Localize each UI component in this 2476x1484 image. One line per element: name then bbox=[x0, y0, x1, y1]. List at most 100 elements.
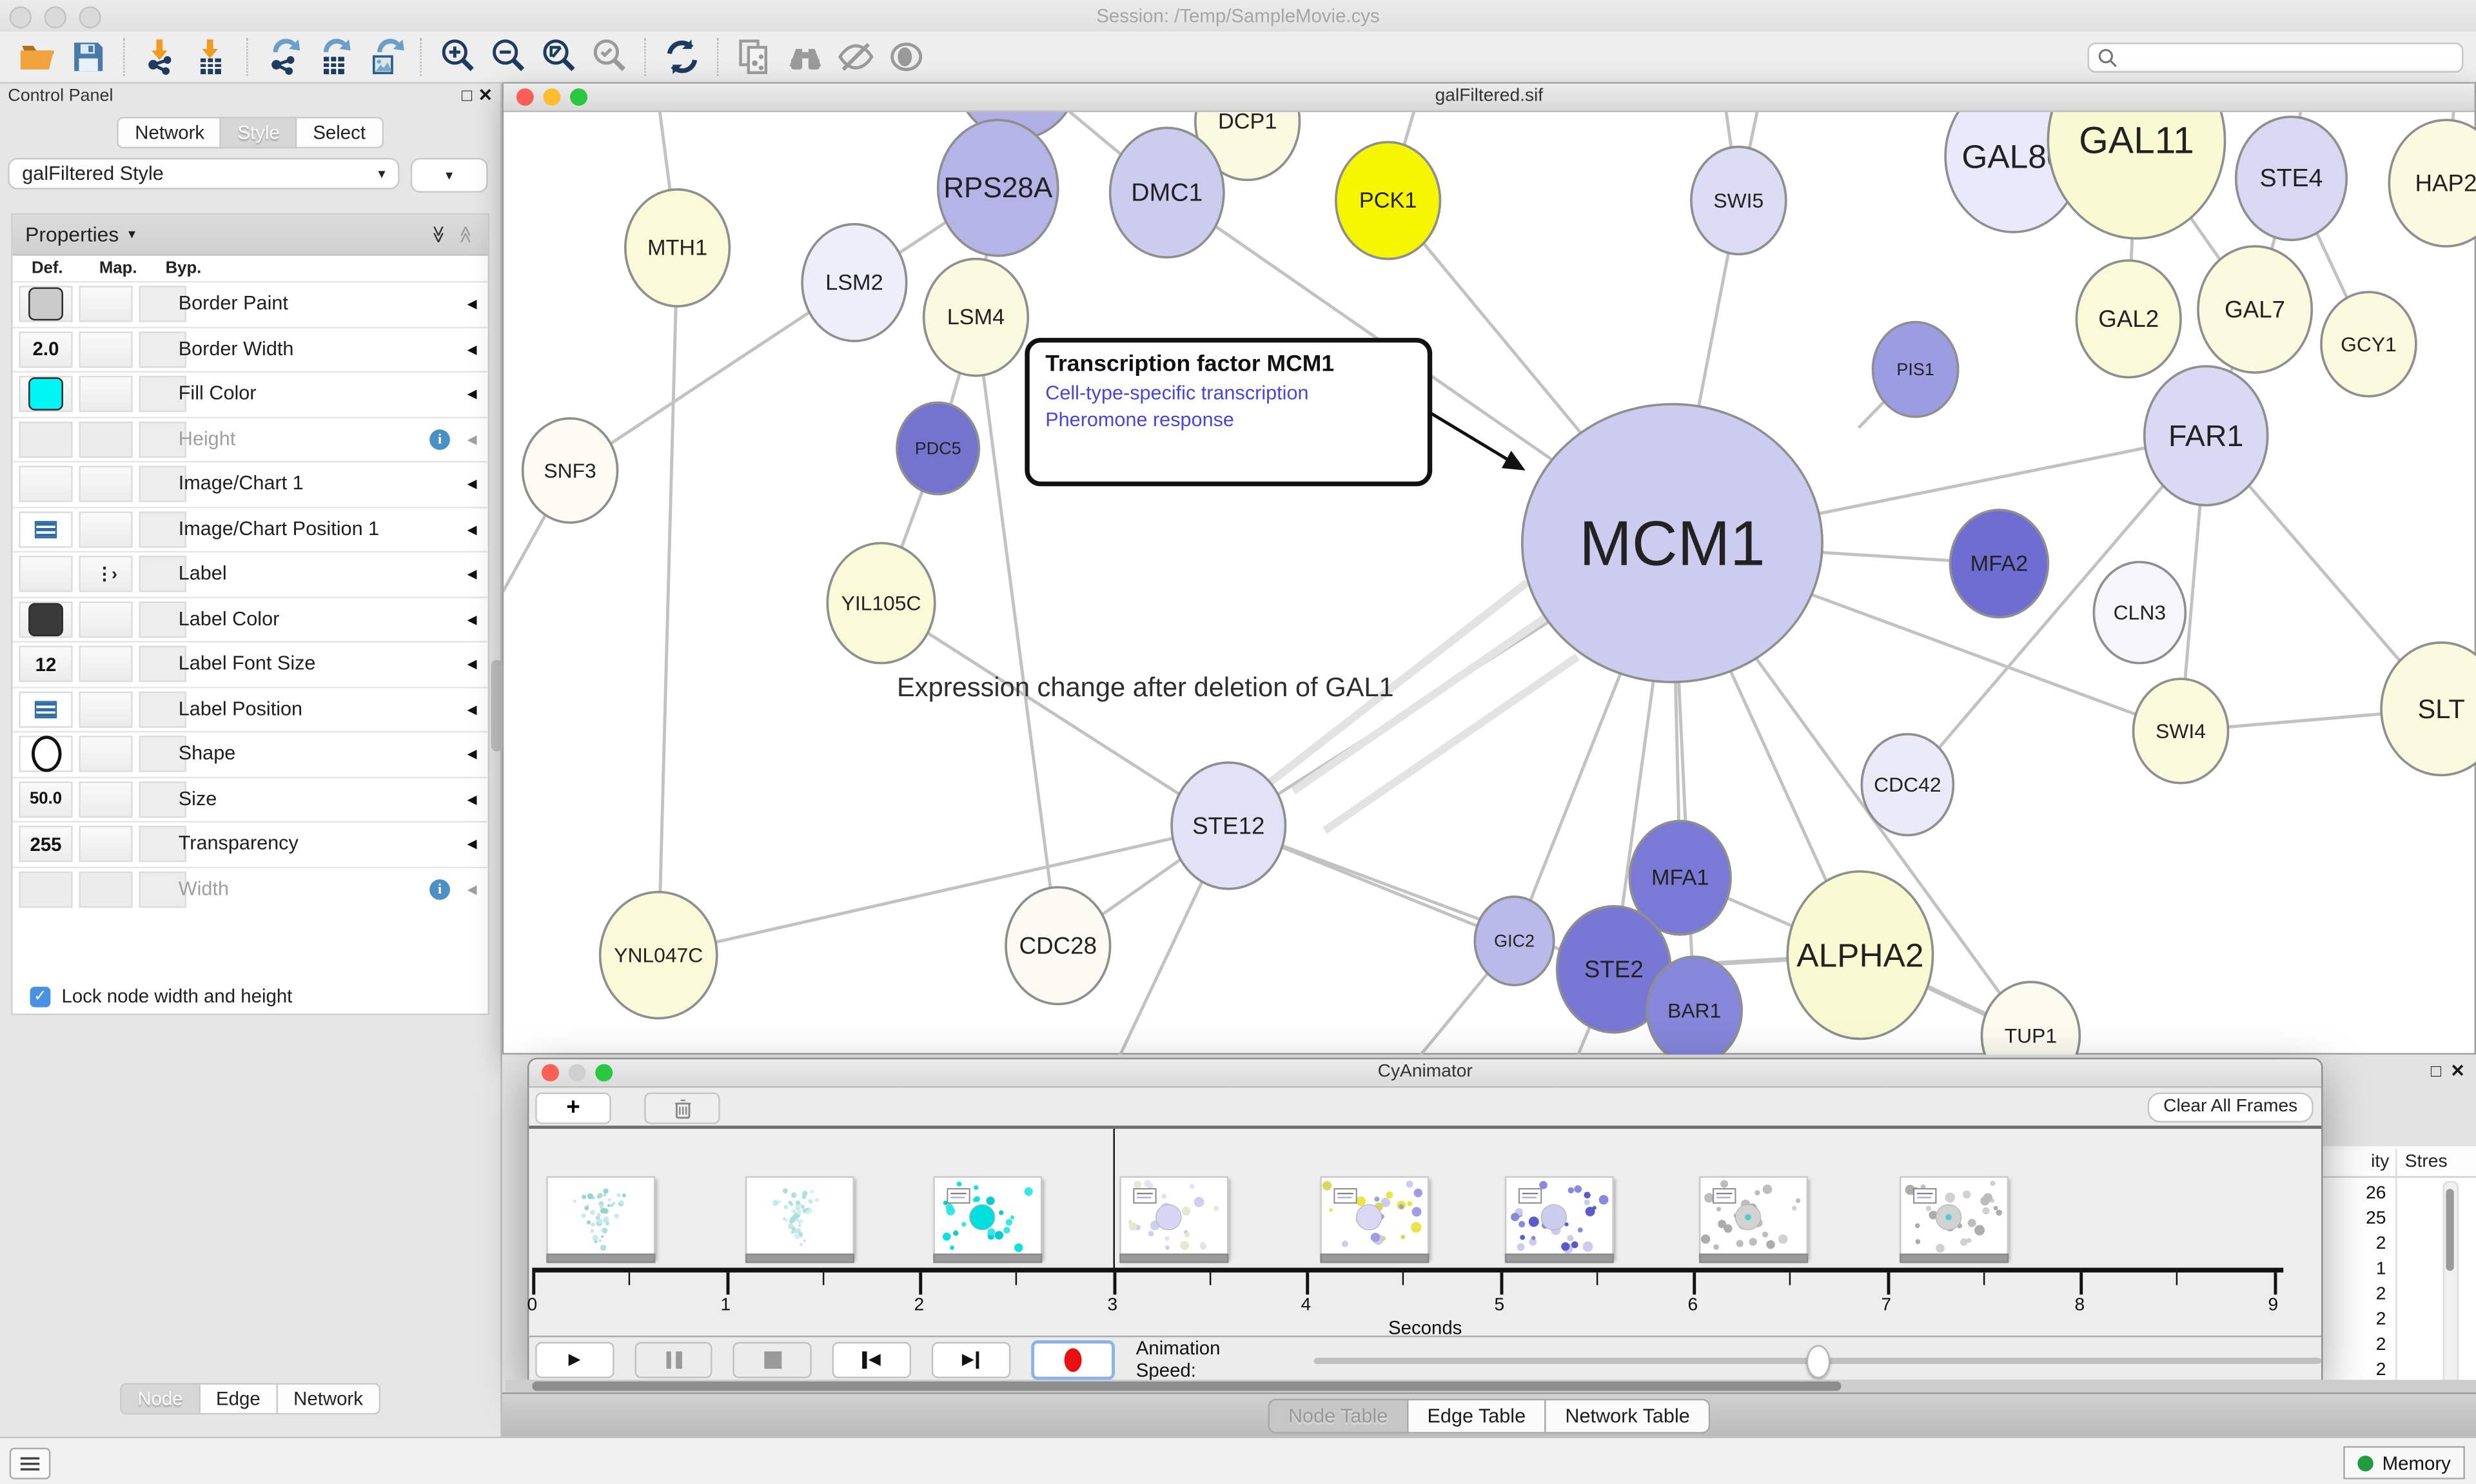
expand-arrow-icon[interactable]: ◀ bbox=[467, 387, 477, 402]
bypass-cell[interactable] bbox=[139, 645, 186, 682]
animation-frame-5[interactable] bbox=[1319, 1176, 1429, 1264]
network-node-snf3[interactable]: SNF3 bbox=[521, 417, 619, 524]
network-node-pck1[interactable]: PCK1 bbox=[1335, 141, 1442, 260]
expand-arrow-icon[interactable]: ◀ bbox=[467, 476, 477, 491]
expand-arrow-icon[interactable]: ◀ bbox=[467, 522, 477, 536]
window-zoom-button[interactable] bbox=[595, 1064, 613, 1082]
float-panel-icon[interactable]: □ bbox=[2430, 1062, 2442, 1082]
default-value-cell[interactable]: 2.0 bbox=[19, 331, 73, 367]
properties-row[interactable]: Image/Chart Position 1 ◀ bbox=[12, 505, 488, 551]
table-scrollbar[interactable] bbox=[2442, 1180, 2459, 1393]
annotation-link[interactable]: Pheromone response bbox=[1045, 409, 1234, 431]
zoom-out-icon[interactable] bbox=[483, 35, 533, 79]
add-frame-button[interactable]: + bbox=[535, 1092, 611, 1124]
bypass-cell[interactable] bbox=[139, 870, 186, 907]
network-node-gic2[interactable]: GIC2 bbox=[1473, 895, 1555, 987]
network-canvas[interactable]: RPS28BRPS28ADCP1DMC1PCK1SWI5GAL80GAL11ST… bbox=[504, 112, 2476, 1057]
mapping-cell[interactable] bbox=[79, 331, 133, 367]
expand-arrow-icon[interactable]: ◀ bbox=[467, 701, 477, 716]
expand-arrow-icon[interactable]: ◀ bbox=[467, 747, 477, 761]
properties-row[interactable]: Label Color ◀ bbox=[12, 596, 488, 641]
properties-row[interactable]: Shape ◀ bbox=[12, 730, 488, 776]
mapping-cell[interactable] bbox=[79, 420, 133, 457]
table-cell-value[interactable]: 2 bbox=[2375, 1310, 2386, 1330]
style-options-button[interactable]: ▾ bbox=[410, 157, 488, 193]
chevron-down-icon[interactable]: ▾ bbox=[128, 226, 136, 242]
window-minimize-button[interactable] bbox=[568, 1064, 586, 1082]
timeline[interactable]: 0 1 2 3 4 5 6 7 8 9 Seconds bbox=[527, 1126, 2322, 1339]
expand-all-icon[interactable]: ≫ bbox=[428, 225, 447, 244]
app-zoom-button[interactable] bbox=[79, 6, 101, 29]
network-node-gal7[interactable]: GAL7 bbox=[2197, 245, 2314, 374]
expand-arrow-icon[interactable]: ◀ bbox=[467, 836, 477, 852]
animation-frame-3[interactable] bbox=[932, 1176, 1042, 1264]
properties-row[interactable]: ⋮› Label ◀ bbox=[12, 551, 488, 596]
expand-arrow-icon[interactable]: ◀ bbox=[467, 567, 477, 581]
bypass-cell[interactable] bbox=[139, 556, 186, 592]
expand-arrow-icon[interactable]: ◀ bbox=[467, 297, 477, 311]
animation-frame-4[interactable] bbox=[1120, 1176, 1230, 1264]
animation-frame-6[interactable] bbox=[1505, 1176, 1615, 1264]
network-node-lsm2[interactable]: LSM2 bbox=[801, 222, 908, 342]
window-minimize-button[interactable] bbox=[543, 88, 561, 106]
annotation-link[interactable]: Cell-type-specific transcription bbox=[1045, 382, 1309, 404]
zoom-fit-icon[interactable] bbox=[534, 35, 584, 79]
network-node-yil105c[interactable]: YIL105C bbox=[826, 542, 936, 665]
default-value-cell[interactable]: 50.0 bbox=[19, 781, 73, 817]
close-panel-icon[interactable]: ✕ bbox=[2450, 1062, 2465, 1082]
animation-frame-1[interactable] bbox=[545, 1176, 655, 1264]
window-close-button[interactable] bbox=[542, 1064, 559, 1082]
export-table-icon[interactable] bbox=[310, 35, 360, 79]
import-table-icon[interactable] bbox=[186, 35, 237, 79]
bypass-cell[interactable] bbox=[139, 600, 186, 638]
zoom-selected-icon[interactable] bbox=[584, 35, 634, 79]
properties-row[interactable]: Border Paint ◀ bbox=[12, 280, 488, 326]
network-node-alpha2[interactable]: ALPHA2 bbox=[1786, 870, 1934, 1040]
pause-button[interactable] bbox=[634, 1341, 713, 1378]
mapping-cell[interactable] bbox=[79, 286, 133, 322]
mapping-cell[interactable] bbox=[79, 870, 133, 907]
find-binoculars-icon[interactable] bbox=[780, 35, 830, 79]
bypass-cell[interactable] bbox=[139, 331, 186, 367]
network-node-gal2[interactable]: GAL2 bbox=[2075, 259, 2182, 379]
app-close-button[interactable] bbox=[9, 6, 32, 29]
network-node-tup1[interactable]: TUP1 bbox=[1980, 981, 2081, 1057]
mapping-cell[interactable] bbox=[79, 465, 133, 502]
default-value-cell[interactable] bbox=[19, 690, 73, 727]
search-field[interactable] bbox=[2087, 43, 2464, 73]
horizontal-scrollbar[interactable] bbox=[505, 1380, 2476, 1393]
bypass-cell[interactable] bbox=[139, 825, 186, 863]
skip-to-start-button[interactable]: ◀ bbox=[832, 1341, 911, 1378]
expand-arrow-icon[interactable]: ◀ bbox=[467, 342, 477, 356]
default-value-cell[interactable] bbox=[19, 465, 73, 502]
export-image-icon[interactable] bbox=[360, 35, 410, 79]
export-network-icon[interactable] bbox=[259, 35, 310, 79]
table-cell-value[interactable]: 25 bbox=[2366, 1209, 2386, 1229]
default-value-cell[interactable] bbox=[19, 736, 73, 772]
app-minimize-button[interactable] bbox=[44, 6, 66, 29]
network-node-ynl047c[interactable]: YNL047C bbox=[598, 890, 718, 1020]
table-cell-value[interactable]: 2 bbox=[2375, 1335, 2386, 1355]
tab-node[interactable]: Node bbox=[120, 1383, 201, 1415]
expand-arrow-icon[interactable]: ◀ bbox=[467, 881, 477, 896]
import-network-icon[interactable] bbox=[136, 35, 186, 79]
network-node-dmc1[interactable]: DMC1 bbox=[1108, 126, 1225, 259]
slider-handle[interactable] bbox=[1807, 1344, 1831, 1378]
column-header-ity[interactable]: ity bbox=[2371, 1152, 2390, 1172]
properties-row[interactable]: Height i ◀ bbox=[12, 416, 488, 461]
info-icon[interactable]: i bbox=[429, 428, 450, 449]
bypass-cell[interactable] bbox=[139, 736, 186, 772]
mapping-cell[interactable] bbox=[79, 690, 133, 727]
duplicate-network-icon[interactable] bbox=[729, 35, 780, 79]
animation-frame-2[interactable] bbox=[745, 1176, 854, 1264]
mapping-cell[interactable] bbox=[79, 600, 133, 638]
clear-all-frames-button[interactable]: Clear All Frames bbox=[2147, 1092, 2314, 1123]
tab-edge[interactable]: Edge bbox=[200, 1383, 278, 1415]
network-node-swi4[interactable]: SWI4 bbox=[2132, 678, 2230, 785]
bypass-cell[interactable] bbox=[139, 286, 186, 322]
network-node-ste4[interactable]: STE4 bbox=[2234, 115, 2348, 242]
skip-to-end-button[interactable]: ▶ bbox=[931, 1341, 1010, 1378]
delete-frame-button[interactable] bbox=[644, 1092, 720, 1124]
properties-row[interactable]: 12 Label Font Size ◀ bbox=[12, 641, 488, 686]
annotation-box[interactable]: Transcription factor MCM1 Cell-type-spec… bbox=[1025, 338, 1433, 487]
